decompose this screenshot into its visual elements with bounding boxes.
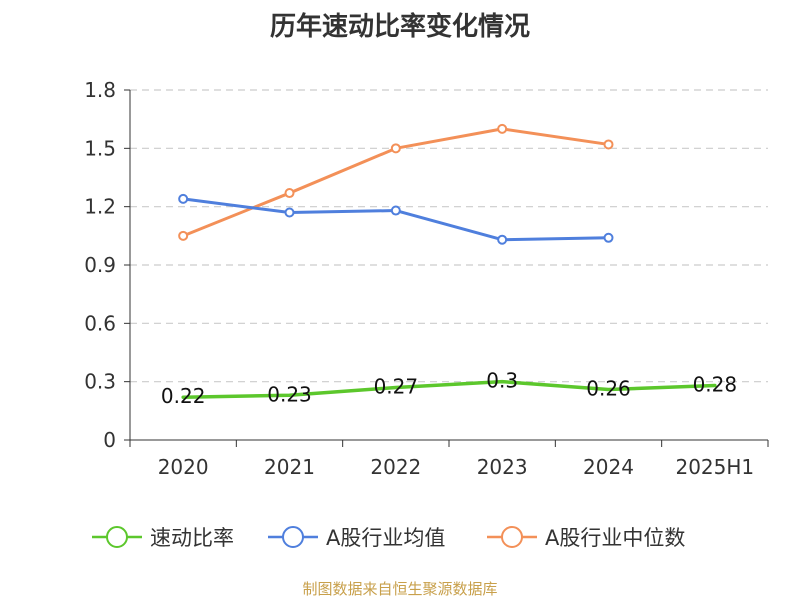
legend-label: A股行业均值 — [326, 526, 445, 550]
data-label: 0.26 — [586, 376, 631, 400]
legend-item[interactable]: 速动比率 — [92, 526, 234, 550]
data-point — [178, 230, 189, 241]
x-tick-label: 2023 — [477, 455, 528, 479]
data-point — [390, 205, 401, 216]
legend[interactable]: 速动比率 A股行业均值 A股行业中位数 — [92, 526, 685, 550]
y-tick-label: 0.3 — [84, 370, 116, 394]
data-label: 0.28 — [693, 373, 738, 397]
y-tick-label: 1.5 — [84, 136, 116, 160]
y-tick-label: 1.2 — [84, 195, 116, 219]
data-labels: 0.22 0.23 0.27 0.3 0.26 0.28 — [161, 369, 737, 409]
data-point — [284, 207, 295, 218]
series-line — [181, 197, 610, 242]
data-point — [603, 139, 614, 150]
y-tick-label: 0.6 — [84, 311, 116, 335]
series-line — [181, 379, 717, 399]
chart-title: 历年速动比率变化情况 — [269, 12, 530, 42]
data-label: 0.22 — [161, 384, 206, 408]
x-tick-label: 2022 — [370, 455, 421, 479]
legend-marker — [106, 526, 128, 548]
x-tick-label: 2024 — [583, 455, 634, 479]
gridlines — [130, 89, 768, 383]
legend-marker — [282, 526, 304, 548]
data-label: 0.3 — [486, 369, 518, 393]
x-axis-ticks: 2020 2021 2022 2023 2024 2025H1 — [129, 440, 769, 479]
data-label: 0.27 — [374, 375, 419, 399]
data-point — [497, 234, 508, 245]
data-point — [497, 123, 508, 134]
data-label: 0.23 — [267, 382, 312, 406]
legend-item[interactable]: A股行业中位数 — [487, 526, 685, 550]
y-tick-label: 1.8 — [84, 78, 116, 102]
y-axis-ticks: 0 0.3 0.6 0.9 1.2 1.5 1.8 — [84, 78, 130, 452]
legend-label: A股行业中位数 — [545, 526, 685, 550]
legend-marker — [501, 526, 523, 548]
series-lines — [178, 123, 717, 399]
data-point — [603, 232, 614, 243]
source-note: 制图数据来自恒生聚源数据库 — [302, 580, 498, 598]
y-tick-label: 0.9 — [84, 253, 116, 277]
x-tick-label: 2020 — [158, 455, 209, 479]
y-tick-label: 0 — [103, 428, 116, 452]
data-point — [390, 143, 401, 154]
x-tick-label: 2025H1 — [675, 455, 754, 479]
legend-item[interactable]: A股行业均值 — [268, 526, 445, 550]
x-tick-label: 2021 — [264, 455, 315, 479]
legend-label: 速动比率 — [150, 526, 234, 550]
data-point — [284, 188, 295, 199]
data-point — [178, 193, 189, 204]
